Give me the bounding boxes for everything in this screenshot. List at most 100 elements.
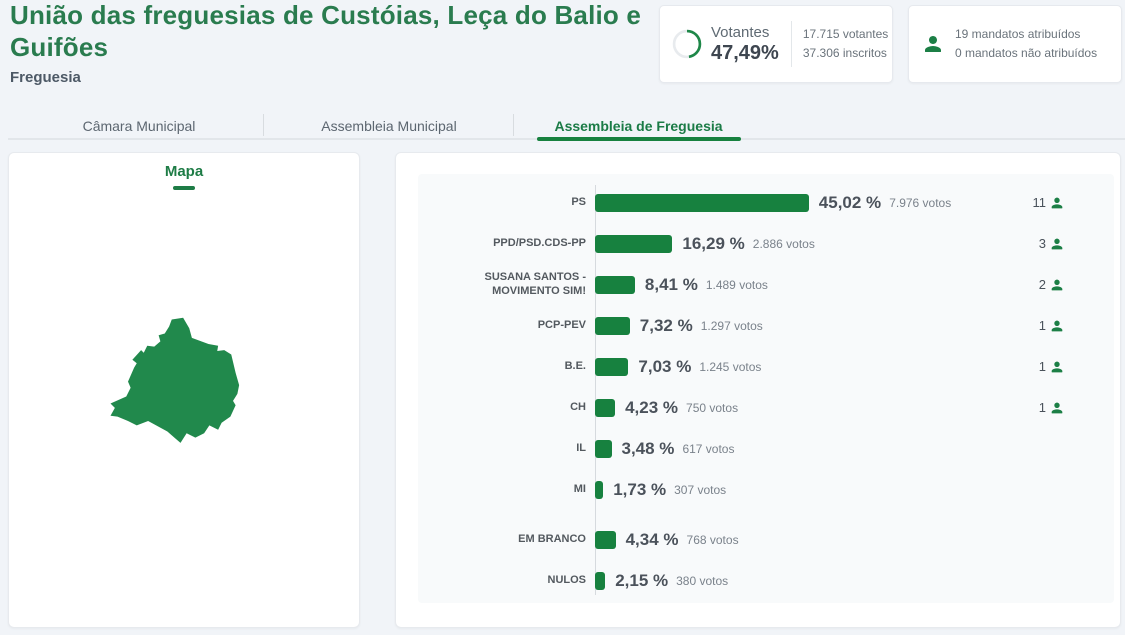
mandate-person-icon: [1051, 361, 1063, 372]
map-region-shape[interactable]: [110, 317, 240, 443]
percent-value: 1,73 %: [613, 479, 667, 499]
tab-assembleia-municipal[interactable]: Assembleia Municipal: [321, 118, 457, 134]
party-label: SUSANA SANTOS - MOVIMENTO SIM!: [484, 270, 586, 297]
percent-value: 2,15 %: [615, 570, 669, 590]
chart-row: IL 3,48 % 617 votos: [418, 428, 1114, 469]
percent-value: 7,03 %: [638, 356, 692, 376]
results-panel: PS 45,02 % 7.976 votos 11 PPD/PSD.CDS-PP 16,2…: [395, 152, 1121, 628]
mandate-person-icon: [1051, 320, 1063, 331]
percent-value: 7,32 %: [639, 315, 693, 335]
map-panel: Mapa: [8, 152, 360, 628]
party-label: CH: [570, 400, 586, 413]
mandates-cell: 3: [1039, 223, 1065, 264]
page-title: União das freguesias de Custóias, Leça d…: [10, 0, 642, 62]
mandates-cell: 1: [1039, 346, 1065, 387]
votes-value: 7.976 votos: [889, 195, 952, 210]
votes-value: 1.245 votos: [699, 359, 762, 374]
mandates-count: 1: [1038, 359, 1046, 374]
percent-value: 4,34 %: [625, 529, 679, 549]
mandates-count: 2: [1038, 277, 1046, 292]
turnout-registered: 37.306 inscritos: [802, 46, 887, 60]
percent-value: 8,41 %: [644, 274, 698, 294]
turnout-card: Votantes 47,49% 17.715 votantes 37.306 i…: [659, 5, 893, 83]
chart-row: PCP-PEV 7,32 % 1.297 votos 1: [418, 305, 1114, 346]
turnout-label: Votantes: [711, 23, 770, 41]
result-bar: [595, 316, 630, 335]
party-label: B.E.: [564, 359, 586, 372]
chart-row: PS 45,02 % 7.976 votos 11: [418, 182, 1114, 223]
mandates-cell: 2: [1039, 264, 1065, 305]
percent-value: 16,29 %: [682, 233, 745, 253]
chart-row: B.E. 7,03 % 1.245 votos 1: [418, 346, 1114, 387]
mandates-count: 11: [1032, 195, 1047, 210]
party-label: EM BRANCO: [518, 532, 586, 545]
chart-row: CH 4,23 % 750 votos 1: [418, 387, 1114, 428]
tab-camara-municipal[interactable]: Câmara Municipal: [82, 118, 196, 134]
mandates-count: 3: [1038, 236, 1046, 251]
chart-row: MI 1,73 % 307 votos: [418, 469, 1114, 510]
result-bar: [595, 480, 604, 499]
turnout-voters: 17.715 votantes: [802, 27, 889, 42]
party-label: IL: [576, 441, 586, 454]
tab-divider: [513, 114, 514, 136]
result-bar: [595, 275, 635, 294]
votes-value: 768 votos: [686, 532, 739, 547]
votes-value: 307 votos: [674, 482, 727, 497]
percent-value: 4,23 %: [625, 397, 679, 417]
mandates-unassigned: 0 mandatos não atribuídos: [955, 46, 1098, 60]
mandates-cell: 1: [1039, 305, 1065, 346]
map-title: Mapa: [164, 163, 204, 180]
result-bar: [595, 357, 629, 376]
freguesia-map: [110, 317, 240, 443]
turnout-donut-arc: [672, 29, 702, 59]
results-chart: PS 45,02 % 7.976 votos 11 PPD/PSD.CDS-PP 16,2…: [418, 174, 1114, 603]
votes-value: 2.886 votos: [752, 236, 815, 251]
percent-value: 45,02 %: [818, 192, 882, 212]
result-bar: [595, 439, 612, 458]
votes-value: 1.489 votos: [705, 277, 768, 292]
mandate-person-icon: [1051, 238, 1063, 249]
person-icon: [925, 36, 941, 52]
party-label: PCP-PEV: [537, 318, 586, 331]
mandate-person-icon: [1051, 197, 1063, 208]
tab-assembleia-de-freguesia[interactable]: Assembleia de Freguesia: [554, 118, 723, 134]
chart-row: EM BRANCO 4,34 % 768 votos: [418, 519, 1114, 560]
active-tab-underline: [537, 137, 741, 141]
mandate-person-icon: [1051, 279, 1063, 290]
result-bar: [595, 193, 809, 212]
mandates-cell: 11: [1033, 182, 1066, 223]
mandates-cell: 1: [1039, 387, 1065, 428]
result-bar: [595, 398, 616, 417]
mandate-person-icon: [1051, 402, 1063, 413]
chart-rows: PS 45,02 % 7.976 votos 11 PPD/PSD.CDS-PP 16,2…: [418, 174, 1114, 601]
result-bar: [595, 571, 606, 590]
map-title-underline: [173, 186, 195, 190]
header: União das freguesias de Custóias, Leça d…: [10, 0, 655, 86]
votes-value: 380 votos: [676, 573, 729, 588]
result-bar: [595, 234, 673, 253]
tab-divider: [263, 114, 264, 136]
chart-row: NULOS 2,15 % 380 votos: [418, 560, 1114, 601]
votes-value: 1.297 votos: [700, 318, 763, 333]
party-label: PS: [571, 195, 586, 208]
party-label: PPD/PSD.CDS-PP: [493, 236, 586, 249]
mandates-assigned: 19 mandatos atribuídos: [955, 27, 1081, 42]
mandates-card: 19 mandatos atribuídos 0 mandatos não at…: [908, 5, 1122, 83]
party-label: MI: [573, 482, 586, 495]
votes-value: 617 votos: [682, 441, 735, 456]
party-label: NULOS: [547, 573, 587, 586]
mandates-count: 1: [1038, 400, 1046, 415]
mandates-count: 1: [1038, 318, 1046, 333]
turnout-donut-icon: [672, 29, 702, 59]
chart-axis-line: [595, 185, 596, 595]
votes-value: 750 votos: [686, 400, 739, 415]
percent-value: 3,48 %: [621, 438, 675, 458]
result-bar: [595, 530, 616, 549]
chart-row: PPD/PSD.CDS-PP 16,29 % 2.886 votos 3: [418, 223, 1114, 264]
tab-bar: Câmara Municipal Assembleia Municipal As…: [0, 112, 1125, 142]
chart-row: SUSANA SANTOS - MOVIMENTO SIM! 8,41 % 1.48…: [418, 264, 1114, 305]
page-subtitle: Freguesia: [10, 69, 81, 87]
card-divider: [790, 21, 792, 67]
turnout-percent: 47,49%: [711, 41, 779, 64]
